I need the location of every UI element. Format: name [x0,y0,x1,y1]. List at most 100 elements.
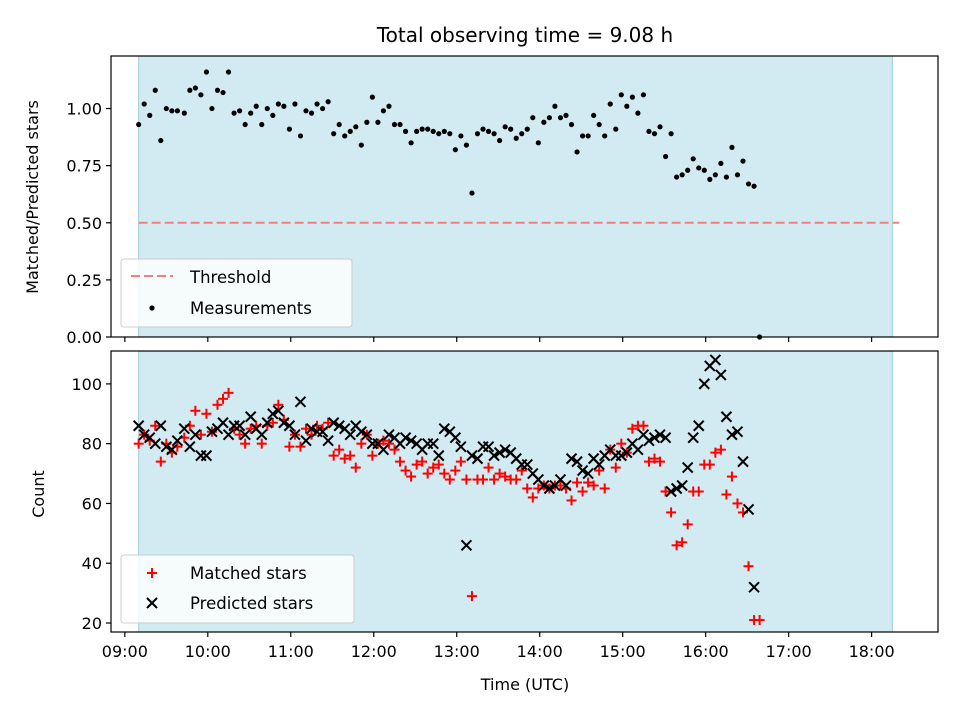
predicted-star-point [377,443,390,456]
measurement-point [419,126,425,132]
measurement-point [369,94,375,100]
predicted-star-point [383,428,395,441]
matched-star-point [339,453,350,464]
measurement-point [535,140,541,146]
measurement-point [214,87,221,93]
measurement-point [242,121,248,128]
predicted-star-point [305,423,318,435]
predicted-star-point [670,482,683,495]
measurement-point [546,115,552,121]
measurement-point [729,144,735,150]
predicted-star-point [726,428,738,441]
matched-star-point [133,438,144,449]
matched-star-point [627,423,638,434]
predicted-star-point [493,446,506,459]
predicted-star-point [155,420,167,432]
measurement-point [292,101,298,107]
measurement-point [740,158,746,164]
matched-star-point [450,465,461,476]
predicted-star-point [499,443,511,456]
measurement-point [679,172,685,178]
measurement-point [147,112,153,118]
predicted-star-point [449,431,462,444]
measurement-point [430,128,436,134]
measurement-point [353,124,359,130]
predicted-star-point [665,485,677,498]
y-tick-label: 80 [82,435,102,454]
measurement-point [524,126,530,132]
predicted-star-point [482,440,495,453]
predicted-star-point [132,420,145,432]
matched-star-point [754,615,765,626]
predicted-star-point [206,426,218,438]
measurement-point [336,121,342,128]
predicted-star-point [560,479,572,492]
y-tick-label: 100 [71,375,102,394]
top-panel: 0.00 0.25 0.50 0.75 1.00 Total observing tim… [23,23,939,347]
predicted-star-point [460,539,473,552]
matched-star-point [345,450,356,461]
measurement-point [508,126,514,132]
measurement-point [358,142,364,148]
measurement-point [237,108,243,114]
predicted-star-point [239,428,251,441]
matched-star-point [356,438,367,449]
predicted-star-point [698,378,710,390]
top-points [136,69,763,340]
matched-star-point [583,477,594,488]
measurement-point [618,92,624,98]
matched-star-point [516,465,527,476]
matched-star-point [422,468,433,479]
predicted-star-point [466,449,478,462]
x-tick-label: 12:00 [351,642,397,661]
matched-star-point [267,417,278,428]
matched-legend-swatch [147,568,157,578]
measurement-point [557,115,564,121]
measurement-point [690,156,696,162]
predicted-star-point [256,428,268,441]
measurement-point [751,183,757,189]
matched-star-point [155,456,166,467]
x-tick-label: 15:00 [600,642,646,661]
matched-star-point [666,507,677,518]
measurement-point [602,133,608,139]
measurement-point [248,110,254,116]
matched-star-point [234,429,245,440]
predicted-star-point [166,443,178,456]
matched-star-point [599,483,610,494]
matched-star-point [218,393,229,404]
top-y-ticks: 0.00 0.25 0.50 0.75 1.00 [66,100,111,347]
measurement-point [441,128,447,134]
matched-star-point [616,438,627,449]
measurement-point [192,85,198,91]
predicted-star-point [267,408,279,420]
measurement-point [502,124,508,130]
matched-star-point [328,450,339,461]
matched-star-point [511,474,522,485]
predicted-star-point [488,449,500,462]
measurement-point [386,103,392,109]
measurements-legend-swatch [149,305,155,311]
matched-star-point [494,468,505,479]
matched-star-point [466,591,477,602]
predicted-star-point [687,431,699,444]
measurement-point [485,128,492,134]
measurement-point [303,108,309,114]
bottom-x-ticks: 09:00 10:00 11:00 12:00 13:00 14:00 15:00 16:00… [102,632,895,661]
matched-star-point [721,489,732,500]
top-frame [110,55,939,338]
top-legend-box [120,258,353,328]
measurement-point [181,110,187,116]
measurement-point [474,131,481,137]
y-tick-label: 20 [82,614,102,633]
bottom-points [132,354,765,626]
measurement-point [308,110,315,116]
matched-star-point [527,492,538,503]
measurement-point [629,94,635,100]
predicted-star-point [742,503,755,516]
predicted-star-point [455,440,467,453]
x-tick-label: 13:00 [434,642,480,661]
matched-star-point [566,495,577,506]
x-tick-label: 10:00 [185,642,231,661]
